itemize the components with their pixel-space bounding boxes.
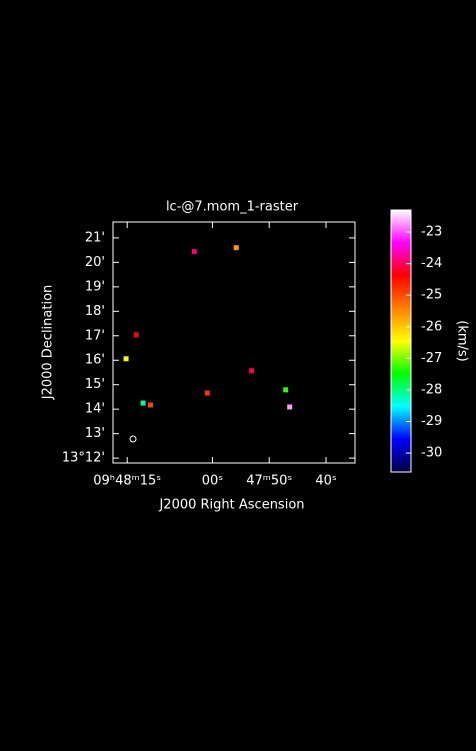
y-tick-label: 15' [85,377,105,392]
y-axis-label: J2000 Declination [41,285,56,401]
y-tick-label: 14' [85,402,105,417]
y-tick-label: 13°12' [62,451,105,466]
x-tick-label: 09ʰ48ᵐ15ˢ [93,474,161,489]
y-tick-label: 20' [85,255,105,270]
y-tick-label: 13' [85,426,105,441]
y-tick-label: 21' [85,230,105,245]
pixel [191,249,197,255]
x-tick-label: 47ᵐ50ˢ [246,474,292,489]
beam [129,435,137,443]
plot-frame [112,221,356,464]
colorbar-tick-label: -28 [421,382,442,397]
colorbar-tick-label: -29 [421,414,442,429]
pixel [249,368,255,374]
colorbar-tick-label: -24 [421,256,442,271]
y-tick-label: 19' [85,279,105,294]
colorbar-tick-label: -23 [421,225,442,240]
colorbar [390,209,412,473]
y-tick-label: 18' [85,304,105,319]
pixel [123,356,129,362]
pixel [147,402,153,408]
x-tick-label: 40ˢ [315,474,337,489]
colorbar-tick-label: -25 [421,288,442,303]
colorbar-tick-label: -26 [421,319,442,334]
pixel [287,404,293,410]
pixel [204,390,210,396]
pixel [140,400,146,406]
chart-title: lc-@7.mom_1-raster [166,200,299,215]
x-tick-label: 00ˢ [202,474,224,489]
colorbar-tick-label: -30 [421,446,442,461]
pixel [133,332,139,338]
pixel [283,387,289,393]
y-tick-label: 16' [85,353,105,368]
y-tick-label: 17' [85,328,105,343]
pixel [233,245,239,251]
x-axis-label: J2000 Right Ascension [158,498,304,513]
colorbar-tick-label: -27 [421,351,442,366]
colorbar-label: (km/s) [455,320,470,362]
